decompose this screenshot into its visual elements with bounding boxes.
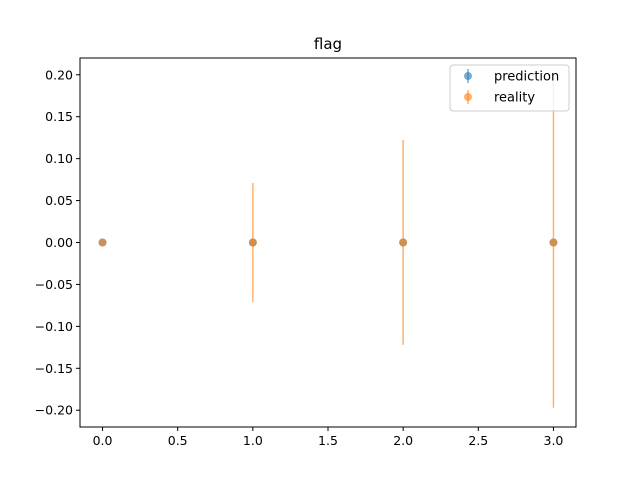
x-tick-label: 1.0 — [243, 433, 263, 448]
legend-label-reality: reality — [494, 91, 535, 106]
legend-label-prediction: prediction — [494, 70, 559, 85]
y-tick-label: −0.20 — [35, 403, 73, 418]
x-tick-label: 0.0 — [93, 433, 113, 448]
legend-swatch-reality — [464, 93, 472, 101]
legend-swatch-prediction — [464, 72, 472, 80]
y-tick-label: 0.20 — [45, 67, 73, 82]
y-axis: 0.20 0.15 0.10 0.05 0.00 −0.05 −0.10 −0.15 −0.20 — [35, 67, 80, 418]
y-tick-label: 0.05 — [45, 193, 73, 208]
x-tick-label: 0.5 — [168, 433, 188, 448]
point-reality — [248, 238, 257, 247]
point-reality — [549, 238, 558, 247]
y-tick-label: −0.15 — [35, 361, 73, 376]
legend: prediction reality — [449, 64, 570, 112]
x-tick-label: 2.0 — [393, 433, 413, 448]
y-tick-label: 0.15 — [45, 109, 73, 124]
x-axis: 0.0 0.5 1.0 1.5 2.0 2.5 3.0 — [93, 427, 564, 448]
y-tick-label: −0.05 — [35, 277, 73, 292]
y-tick-label: 0.00 — [45, 235, 73, 250]
chart-title: flag — [314, 35, 342, 53]
x-tick-label: 1.5 — [318, 433, 338, 448]
x-tick-label: 3.0 — [544, 433, 564, 448]
x-tick-label: 2.5 — [468, 433, 488, 448]
legend-box — [449, 64, 570, 112]
point-reality — [399, 238, 408, 247]
plot-marks — [98, 77, 558, 408]
y-tick-label: −0.10 — [35, 319, 73, 334]
y-tick-label: 0.10 — [45, 151, 73, 166]
point-reality — [98, 238, 107, 247]
plot-frame — [79, 57, 577, 428]
